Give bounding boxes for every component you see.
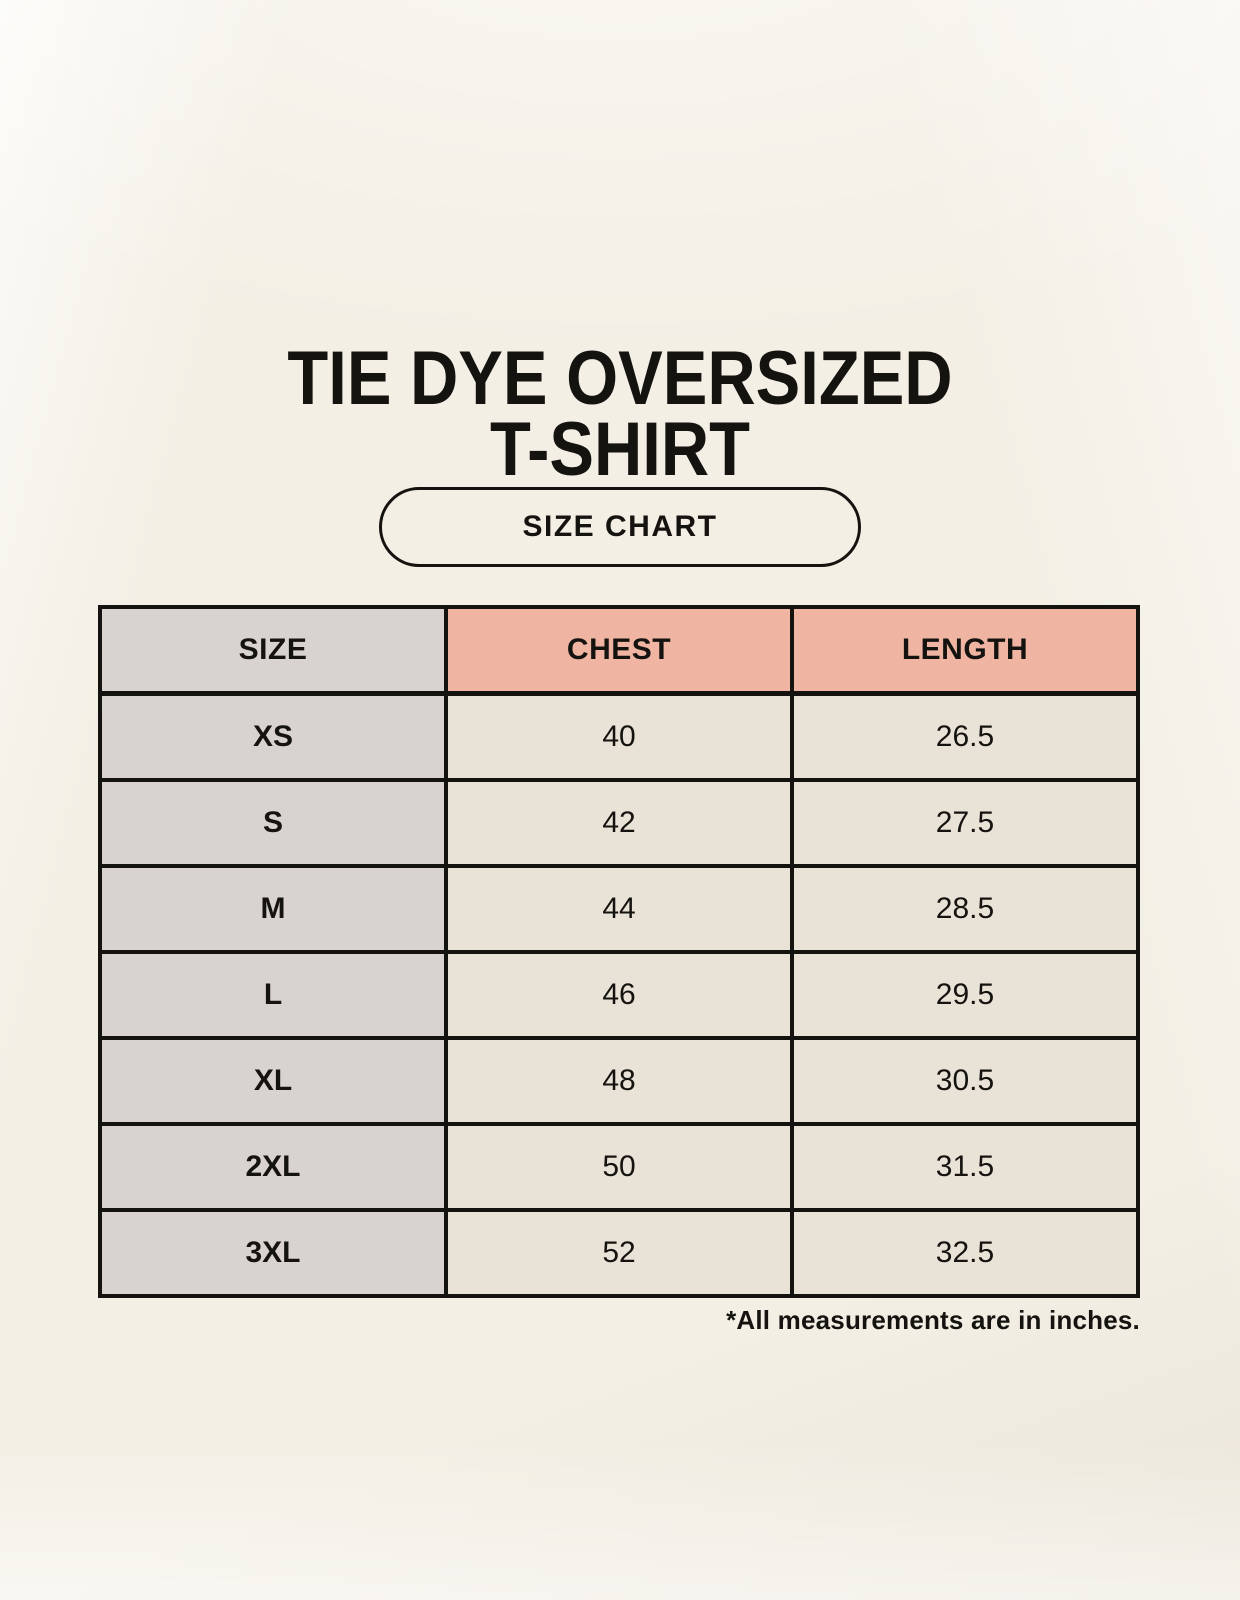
cell-chest: 46	[444, 950, 794, 1040]
size-table: SIZE CHEST LENGTH XS 40 26.5 S 42 27.5 M…	[98, 605, 1140, 1298]
cell-chest: 50	[444, 1122, 794, 1212]
cell-chest: 40	[444, 691, 794, 782]
cell-length: 27.5	[790, 778, 1140, 868]
cell-length: 26.5	[790, 691, 1140, 782]
product-title: TIE DYE OVERSIZED T-SHIRT	[74, 335, 1165, 492]
cell-length: 28.5	[790, 864, 1140, 954]
product-title-line1: TIE DYE OVERSIZED	[287, 335, 953, 421]
column-header-chest: CHEST	[444, 605, 794, 696]
cell-length: 32.5	[790, 1208, 1140, 1298]
size-chart-badge: SIZE CHART	[379, 487, 861, 567]
cell-size: 2XL	[98, 1122, 448, 1212]
cell-length: 31.5	[790, 1122, 1140, 1212]
table-row: XL 48 30.5	[98, 1036, 1140, 1126]
product-title-line2: T-SHIRT	[489, 406, 751, 492]
cell-size: S	[98, 778, 448, 868]
cell-size: 3XL	[98, 1208, 448, 1298]
size-table-container: SIZE CHEST LENGTH XS 40 26.5 S 42 27.5 M…	[98, 605, 1140, 1336]
cell-chest: 48	[444, 1036, 794, 1126]
header-row: SIZE CHEST LENGTH	[98, 605, 1140, 696]
cell-length: 30.5	[790, 1036, 1140, 1126]
size-chart-badge-label: SIZE CHART	[522, 510, 718, 543]
table-row: XS 40 26.5	[98, 691, 1140, 782]
cell-chest: 42	[444, 778, 794, 868]
table-row: M 44 28.5	[98, 864, 1140, 954]
table-row: S 42 27.5	[98, 778, 1140, 868]
measurements-footnote: *All measurements are in inches.	[726, 1305, 1140, 1335]
size-table-header: SIZE CHEST LENGTH	[98, 605, 1140, 696]
cell-size: M	[98, 864, 448, 954]
size-table-body: XS 40 26.5 S 42 27.5 M 44 28.5 L 46 29.5…	[98, 691, 1140, 1298]
table-row: 2XL 50 31.5	[98, 1122, 1140, 1212]
cell-size: XL	[98, 1036, 448, 1126]
table-row: L 46 29.5	[98, 950, 1140, 1040]
cell-chest: 44	[444, 864, 794, 954]
cell-length: 29.5	[790, 950, 1140, 1040]
column-header-length: LENGTH	[790, 605, 1140, 696]
column-header-size: SIZE	[98, 605, 448, 696]
cell-size: L	[98, 950, 448, 1040]
cell-size: XS	[98, 691, 448, 782]
cell-chest: 52	[444, 1208, 794, 1298]
table-row: 3XL 52 32.5	[98, 1208, 1140, 1298]
